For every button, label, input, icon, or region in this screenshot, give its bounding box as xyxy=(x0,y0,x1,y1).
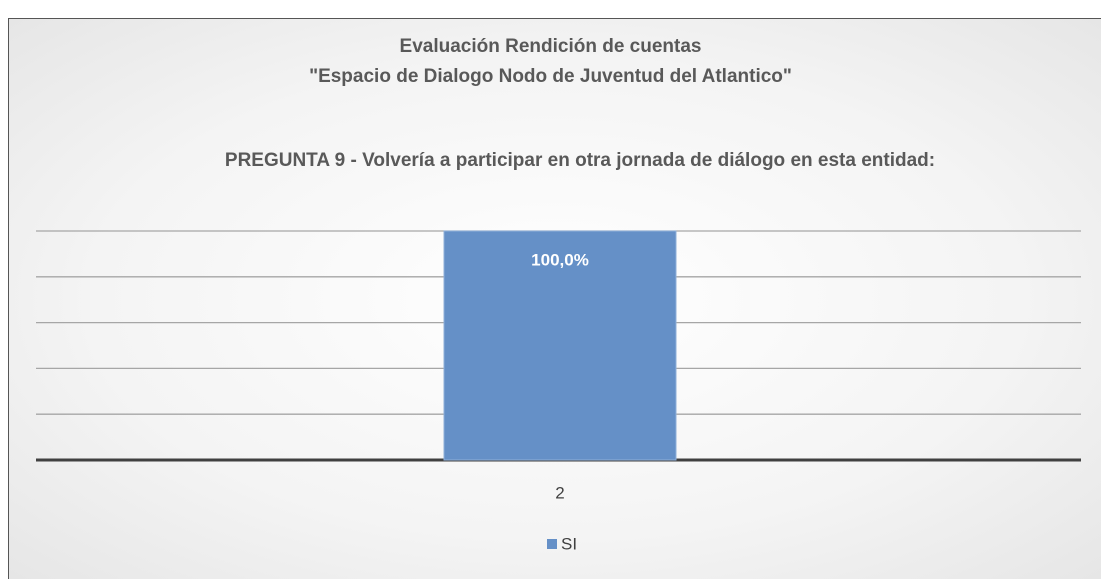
chart-subtitle: PREGUNTA 9 - Volvería a participar en ot… xyxy=(224,150,936,171)
bar xyxy=(443,230,677,461)
chart-title: Evaluación Rendición de cuentas xyxy=(399,36,702,57)
legend-label: SI xyxy=(561,534,577,553)
data-label: 100,0% xyxy=(531,250,589,269)
legend-swatch xyxy=(547,539,557,549)
chart-title: "Espacio de Dialogo Nodo de Juventud del… xyxy=(309,66,792,87)
x-tick-label: 2 xyxy=(555,483,564,502)
